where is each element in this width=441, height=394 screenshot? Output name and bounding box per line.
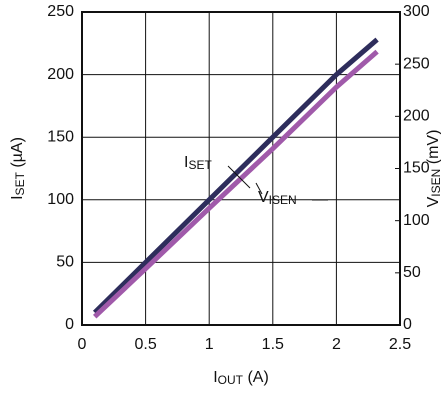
series-annotation: ISET	[184, 154, 212, 172]
y-tick-label: 100	[47, 191, 74, 208]
x-axis-label: IOUT (A)	[213, 369, 269, 387]
y2-tick-label: 100	[403, 212, 430, 229]
x-tick-label: 1.5	[262, 336, 284, 353]
y2-axis-label-part: V	[425, 196, 441, 207]
plot-frame	[81, 11, 401, 326]
y2-axis-label-part: ISEN	[429, 169, 441, 197]
series-line	[92, 37, 379, 315]
y-tick-label: 50	[56, 254, 74, 271]
y-tick-label: 0	[65, 316, 74, 333]
y-tick-label: 200	[47, 66, 74, 83]
x-tick-label: 0	[78, 336, 87, 353]
x-axis-label-part: (A)	[243, 369, 269, 386]
y2-tick-label: 150	[403, 160, 430, 177]
y-tick-label: 250	[47, 3, 74, 20]
series-line	[93, 49, 379, 319]
series-annotation-part: SET	[188, 158, 212, 172]
series-annotation: VISEN	[258, 189, 297, 207]
y-axis-label-part: SET	[13, 171, 27, 195]
y2-tick-label: 250	[403, 55, 430, 72]
y-axis-label-part: (µA)	[9, 137, 26, 172]
x-tick-label: 2	[332, 336, 341, 353]
y2-tick-label: 0	[403, 316, 412, 333]
leader	[227, 165, 251, 189]
y-axis-label: ISET (µA)	[9, 137, 27, 200]
x-axis-label-part: I	[213, 369, 217, 386]
series-annotation-part: ISEN	[269, 193, 297, 207]
y2-axis-label: VISEN (mV)	[425, 130, 441, 208]
y-tick-label: 150	[47, 128, 74, 145]
y2-tick-label: 300	[403, 3, 430, 20]
x-tick-label: 0.5	[134, 336, 156, 353]
y2-axis-label-part: (mV)	[425, 130, 441, 169]
leader	[255, 182, 263, 195]
y-axis-label-part: I	[9, 195, 26, 199]
x-tick-label: 2.5	[389, 336, 411, 353]
x-axis-label-part: OUT	[218, 373, 244, 387]
y2-tick-label: 200	[403, 108, 430, 125]
series-annotation-part: I	[184, 154, 188, 171]
series-annotation-part: V	[258, 189, 269, 206]
y2-tick-label: 50	[403, 264, 421, 281]
x-tick-label: 1	[205, 336, 214, 353]
